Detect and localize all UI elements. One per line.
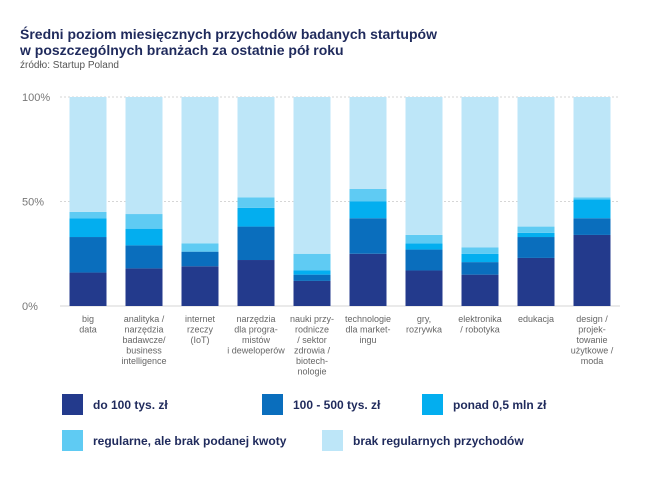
bars [69,97,611,306]
bar-segment [573,234,611,306]
bar-segment [461,97,499,248]
bar-group [461,97,499,306]
bar-segment [237,260,275,306]
x-axis-labels: big data analityka / narzędzia badawcze/busi… [79,314,614,377]
bar-group [237,97,275,306]
bar-segment [69,218,107,238]
bar-segment [293,280,331,306]
bar-segment [349,188,387,202]
y-tick-label: 50% [22,197,44,209]
x-category-label: design / projek-towanie użytkowe / moda [571,314,614,366]
bar-segment [349,201,387,219]
bar-segment [461,262,499,275]
bar-segment [237,197,275,208]
x-category-label: narzędzia dla progra-mistów i deweloperów [227,314,285,356]
bar-segment [125,268,163,306]
stacked-bar-chart: 0% 50% 100% big data analityka / narzędzia bad… [22,92,620,377]
x-category-label: gry, rozrywka [406,314,442,335]
bar-segment [349,97,387,189]
bar-segment [69,237,107,273]
chart-title-line-1: Średni poziom miesięcznych przychodów ba… [20,26,437,42]
bar-segment [125,214,163,229]
x-category-label: technologie dla market-ingu [345,314,391,345]
bar-segment [517,226,555,233]
bar-segment [69,97,107,212]
x-category-label: internet rzeczy (IoT) [185,314,216,345]
legend-item-ponad-0-5: ponad 0,5 mln zł [422,394,546,415]
bar-segment [573,199,611,219]
bar-segment [237,97,275,198]
bar-segment [181,251,219,267]
legend-item-brak: brak regularnych przychodów [322,430,524,451]
x-category-label: big data [79,314,97,335]
legend-label: do 100 tys. zł [93,397,168,412]
legend-swatch [322,430,343,451]
bar-segment [517,97,555,227]
bar-segment [293,270,331,275]
bar-group [181,97,219,306]
legend-swatch [62,394,83,415]
bar-segment [405,270,443,306]
bar-segment [405,97,443,235]
bar-segment [181,266,219,306]
bar-segment [517,257,555,306]
bar-segment [573,197,611,200]
bar-segment [405,234,443,244]
legend-label: 100 - 500 tys. zł [293,397,381,412]
legend-label: ponad 0,5 mln zł [453,397,547,412]
legend-item-regularne: regularne, ale brak podanej kwoty [62,430,286,451]
bar-segment [293,253,331,271]
bar-segment [69,272,107,306]
x-category-label: nauki przy-rodnicze / sektor zdrowia / biot… [290,314,334,377]
bar-segment [349,253,387,306]
bar-group [405,97,443,306]
bar-segment [69,211,107,219]
bar-segment [461,253,499,263]
bar-segment [349,218,387,254]
chart-title-line-2: w poszczególnych branżach za ostatnie pó… [20,42,344,58]
x-category-label: elektronika / robotyka [458,314,502,335]
bar-segment [573,218,611,235]
y-axis-ticks: 0% 50% 100% [22,92,50,313]
bar-segment [125,228,163,246]
bar-segment [293,274,331,281]
bar-segment [405,243,443,250]
legend-swatch [262,394,283,415]
y-tick-label: 100% [22,92,50,104]
bar-segment [181,243,219,252]
legend-label: brak regularnych przychodów [353,433,524,448]
bar-group [517,97,555,306]
bar-group [125,97,163,306]
y-tick-label: 0% [22,301,38,313]
bar-group [349,97,387,306]
bar-group [293,97,331,306]
chart-source: źródło: Startup Poland [20,60,119,71]
chart-title: Średni poziom miesięcznych przychodów ba… [20,26,437,58]
legend-item-do-100: do 100 tys. zł [62,394,168,415]
x-category-label: edukacja [518,314,554,324]
bar-segment [461,274,499,306]
bar-group [573,97,611,306]
bar-segment [181,97,219,244]
bar-segment [405,249,443,271]
bar-segment [517,232,555,238]
x-category-label: analityka / narzędzia badawcze/business int… [121,314,166,366]
bar-segment [461,247,499,254]
bar-segment [573,97,611,198]
legend-item-100-500: 100 - 500 tys. zł [262,394,380,415]
legend-swatch [62,430,83,451]
bar-segment [125,97,163,215]
bar-segment [517,237,555,258]
bar-segment [237,207,275,227]
bar-group [69,97,107,306]
legend-swatch [422,394,443,415]
legend-label: regularne, ale brak podanej kwoty [93,433,287,448]
bar-segment [237,226,275,261]
bar-segment [125,245,163,269]
bar-segment [293,97,331,254]
